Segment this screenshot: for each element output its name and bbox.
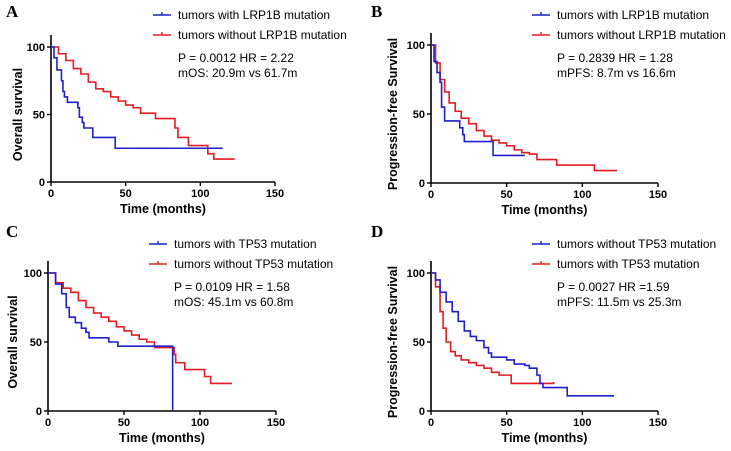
panel-d: D 0 50 100 150 0 50 100 Time (months) Progression… xyxy=(371,222,716,445)
y-tick-label: 0 xyxy=(36,406,42,418)
y-tick-label: 0 xyxy=(39,177,45,189)
legend-label: tumors with LRP1B mutation xyxy=(178,8,330,22)
stat-text: P = 0.0109 HR = 1.58 xyxy=(174,280,290,294)
y-axis-title: Overall survival xyxy=(11,68,25,161)
series-line-blue xyxy=(48,272,174,411)
legend-label: tumors with LRP1B mutation xyxy=(557,8,709,22)
x-tick-label: 150 xyxy=(649,189,667,201)
legend-label: tumors with TP53 mutation xyxy=(174,237,317,251)
panel-letter: A xyxy=(6,2,19,21)
legend-label: tumors without LRP1B mutation xyxy=(557,28,726,42)
stat-text: mOS: 20.9m vs 61.7m xyxy=(178,66,297,80)
panel-letter: D xyxy=(371,222,383,241)
y-axis-title: Progression-free Survival xyxy=(386,38,400,190)
stat-text: P = 0.2839 HR = 1.28 xyxy=(557,51,673,65)
x-tick-label: 100 xyxy=(191,188,209,200)
panel-letter: C xyxy=(6,222,18,241)
x-tick-label: 0 xyxy=(428,189,434,201)
y-tick-label: 50 xyxy=(413,337,425,349)
x-axis-title: Time (months) xyxy=(119,431,205,445)
x-tick-label: 150 xyxy=(649,417,667,429)
series-line-red xyxy=(431,272,555,385)
series-line-blue xyxy=(431,272,615,397)
y-tick-label: 100 xyxy=(407,268,425,280)
x-axis-title: Time (months) xyxy=(120,202,206,216)
panel-c: C 0 50 100 150 0 50 100 Time (months) Overall sur… xyxy=(6,222,333,445)
x-tick-label: 100 xyxy=(191,417,209,429)
series-line-red xyxy=(48,272,232,385)
x-tick-label: 150 xyxy=(267,417,285,429)
x-tick-label: 100 xyxy=(573,417,591,429)
series-line-red xyxy=(51,46,235,160)
panel-letter: B xyxy=(371,2,382,21)
y-tick-label: 0 xyxy=(419,178,425,190)
y-axis-title: Progression-free Survival xyxy=(386,266,400,418)
legend-label: tumors without TP53 mutation xyxy=(557,237,716,251)
x-tick-label: 0 xyxy=(48,188,54,200)
y-tick-label: 50 xyxy=(33,110,45,122)
y-tick-label: 100 xyxy=(407,40,425,52)
y-tick-label: 50 xyxy=(413,109,425,121)
legend-label: tumors without LRP1B mutation xyxy=(178,28,347,42)
series-line-blue xyxy=(51,46,223,150)
series-line-red xyxy=(431,44,618,172)
y-tick-label: 100 xyxy=(24,268,42,280)
stat-text: P = 0.0012 HR = 2.22 xyxy=(178,51,294,65)
y-axis-title: Overall survival xyxy=(6,295,20,388)
x-tick-label: 0 xyxy=(45,417,51,429)
stat-text: mPFS: 8.7m vs 16.6m xyxy=(557,66,676,80)
x-tick-label: 150 xyxy=(266,188,284,200)
x-tick-label: 0 xyxy=(428,417,434,429)
legend-label: tumors without TP53 mutation xyxy=(174,257,333,271)
x-tick-label: 100 xyxy=(573,189,591,201)
legend-label: tumors with TP53 mutation xyxy=(557,257,700,271)
stat-text: mOS: 45.1m vs 60.8m xyxy=(174,295,293,309)
stat-text: mPFS: 11.5m vs 25.3m xyxy=(557,295,681,309)
y-tick-label: 100 xyxy=(27,42,45,54)
x-tick-label: 50 xyxy=(120,188,132,200)
x-tick-label: 50 xyxy=(501,189,513,201)
panel-b: B 0 50 100 150 0 50 100 Time (months) Progression… xyxy=(371,2,726,217)
x-axis-title: Time (months) xyxy=(502,431,588,445)
series-line-blue xyxy=(431,44,525,157)
panel-a: A 0 50 100 150 0 50 100 Time (months) Overall sur… xyxy=(6,2,347,216)
y-tick-label: 50 xyxy=(30,337,42,349)
x-axis-title: Time (months) xyxy=(502,203,588,217)
x-tick-label: 50 xyxy=(501,417,513,429)
x-tick-label: 50 xyxy=(118,417,130,429)
stat-text: P = 0.0027 HR =1.59 xyxy=(557,280,670,294)
y-tick-label: 0 xyxy=(419,406,425,418)
